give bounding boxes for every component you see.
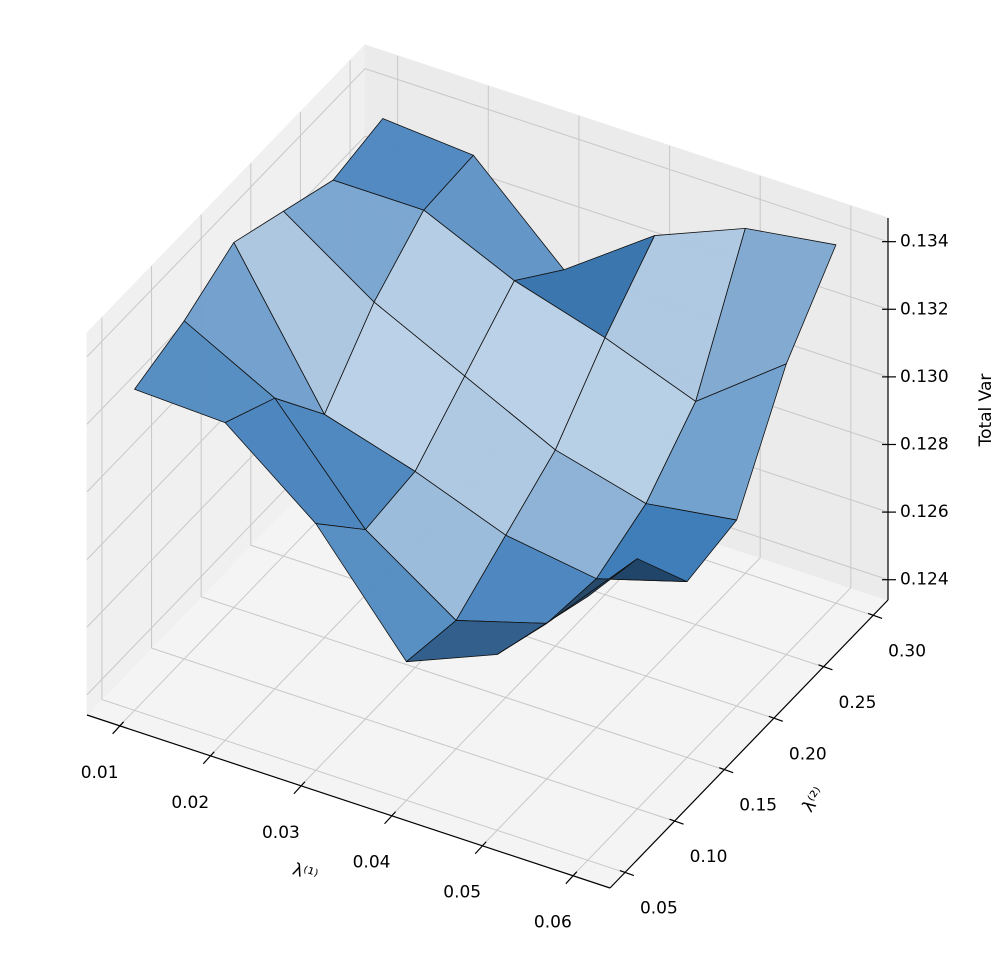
x-tick — [474, 841, 487, 855]
x-tick — [384, 811, 396, 825]
x-tick — [112, 721, 125, 735]
y-tick — [718, 767, 734, 774]
x-tick-label: 0.05 — [443, 883, 481, 903]
y-tick-label: 0.20 — [789, 744, 827, 764]
surface — [134, 118, 837, 663]
x-tick — [293, 781, 306, 795]
x-axis-label: λ⁽¹⁾ — [290, 860, 320, 887]
x-tick-label: 0.02 — [171, 793, 209, 813]
y-tick-label: 0.30 — [888, 641, 926, 661]
y-tick — [619, 870, 635, 877]
x-tick-label: 0.03 — [262, 823, 300, 843]
z-axis-label: Total Var — [976, 374, 996, 448]
grid-line — [364, 68, 889, 243]
y-axis-line — [609, 599, 889, 889]
y-tick-label: 0.10 — [690, 847, 728, 867]
y-tick-label: 0.15 — [739, 796, 777, 816]
x-tick — [202, 751, 215, 765]
x-tick-label: 0.04 — [353, 853, 391, 873]
y-tick — [669, 818, 684, 825]
y-tick — [867, 612, 883, 619]
grid-line — [481, 557, 761, 847]
z-tick-label: 0.134 — [900, 232, 949, 252]
y-axis-label: λ⁽²⁾ — [799, 784, 830, 816]
grid-line — [151, 647, 675, 822]
z-tick-label: 0.130 — [900, 367, 949, 387]
y-tick — [818, 664, 833, 671]
z-tick-label: 0.128 — [900, 434, 949, 454]
y-tick-label: 0.25 — [839, 693, 877, 713]
x-axis-line — [86, 714, 611, 889]
axes: 0.01 0.02 0.03 0.04 0.05 0.06 0.05 0.10 0.15 0.20… — [81, 218, 949, 933]
y-tick-label: 0.05 — [640, 899, 678, 919]
x-tick — [565, 871, 578, 885]
x-tick-label: 0.06 — [534, 913, 572, 933]
z-tick-label: 0.126 — [900, 502, 949, 522]
x-tick-label: 0.01 — [81, 763, 119, 783]
z-tick-label: 0.132 — [900, 299, 949, 319]
grid-line — [572, 587, 852, 877]
surface-face — [496, 558, 638, 655]
z-tick-label: 0.124 — [900, 570, 949, 590]
grid-line — [86, 68, 366, 358]
grid-line — [101, 699, 626, 874]
y-tick — [768, 715, 784, 722]
grid-line — [201, 596, 725, 771]
